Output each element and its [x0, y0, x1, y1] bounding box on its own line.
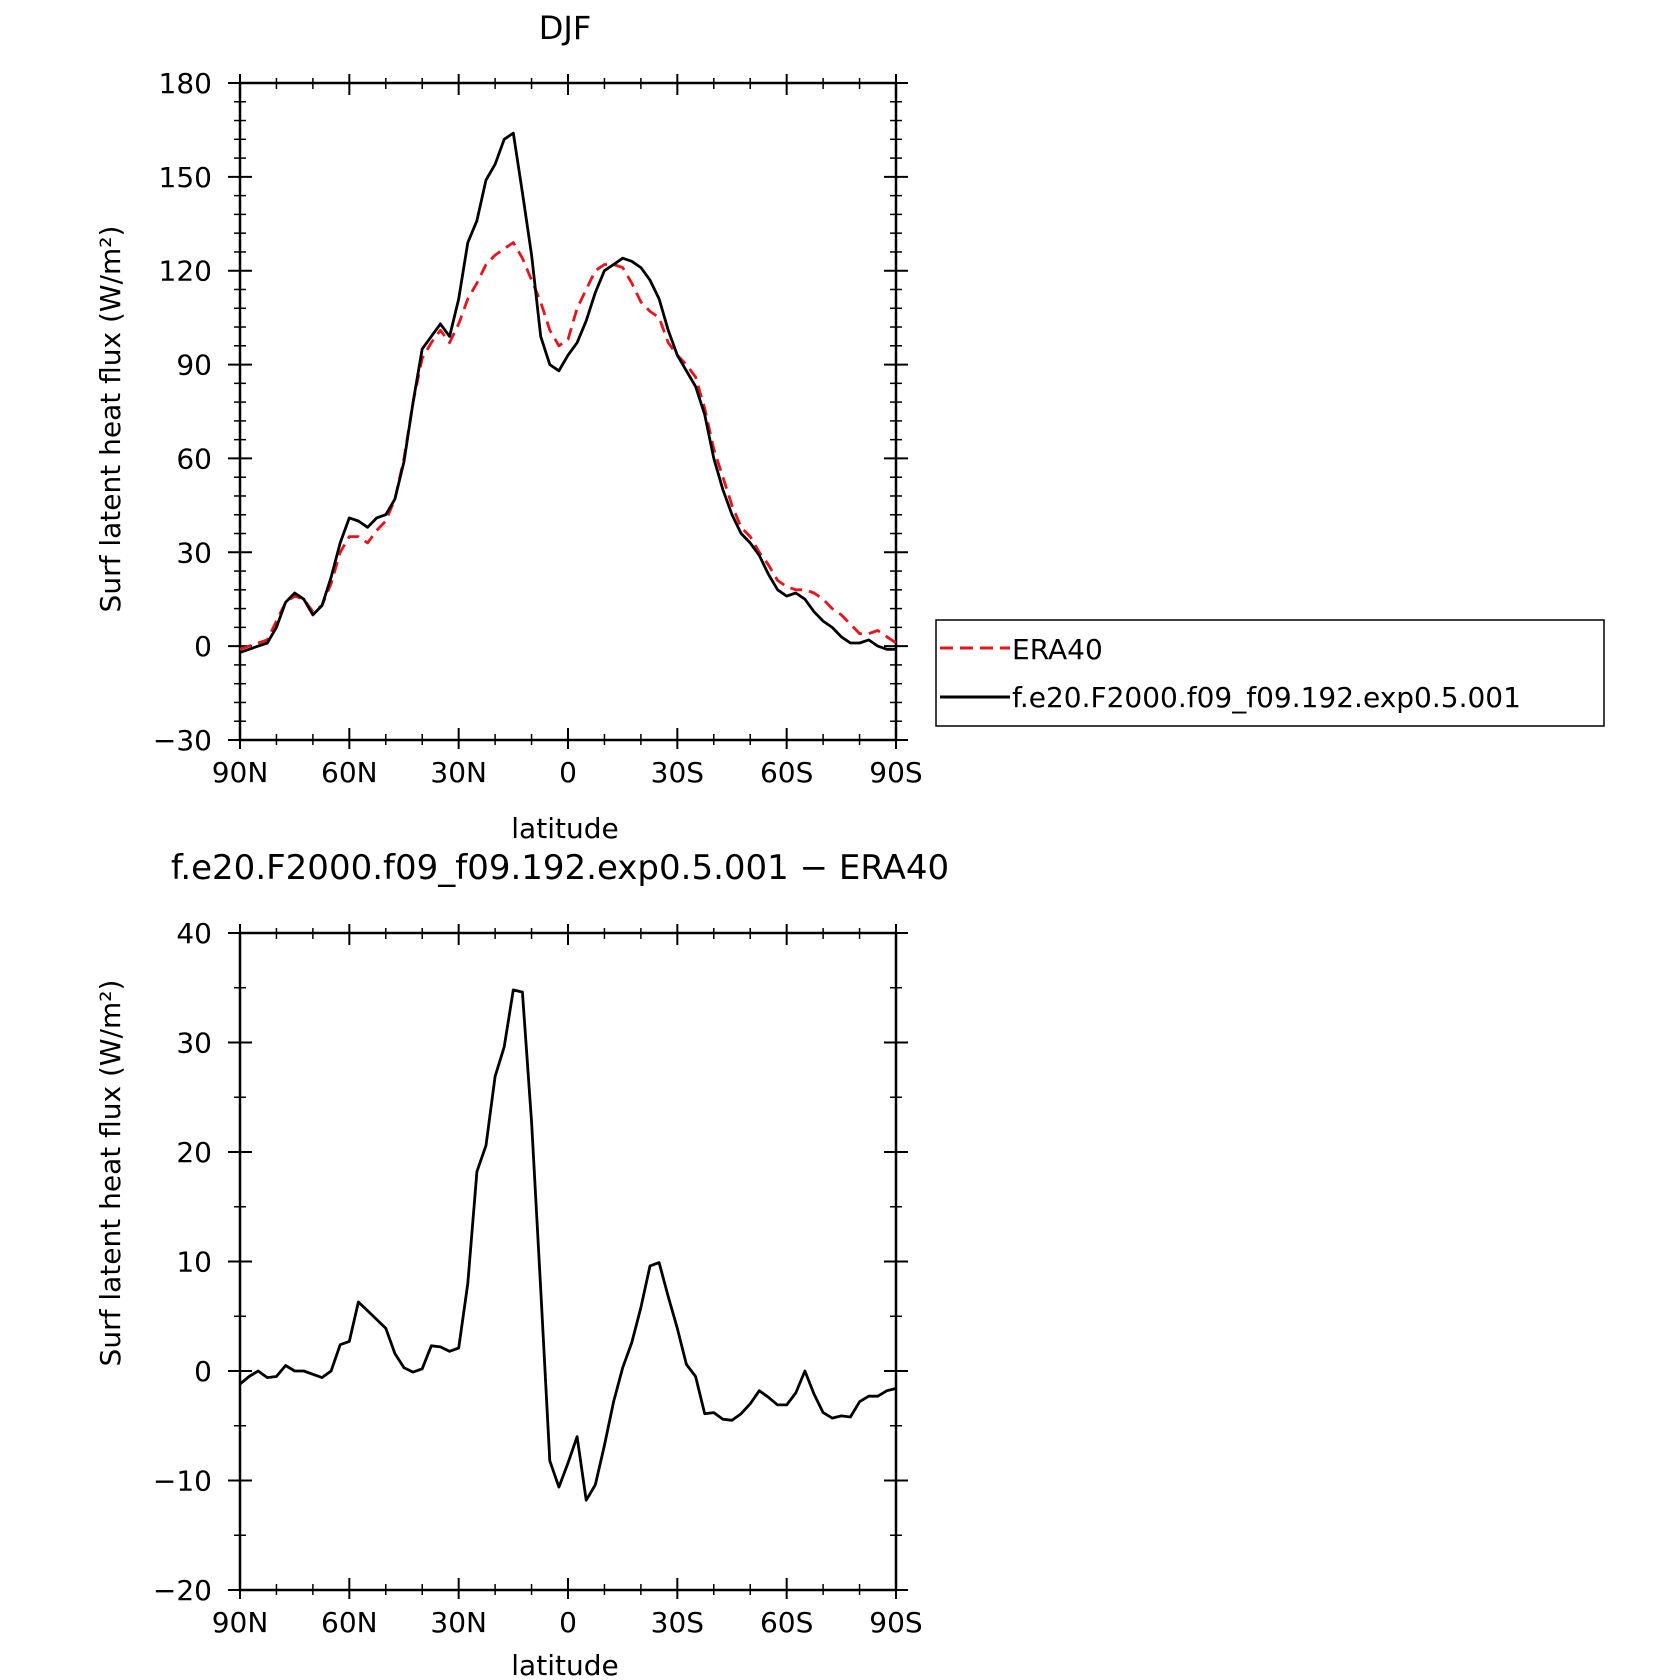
djf-y-tick-label: 0 — [194, 630, 212, 663]
djf-y-tick-label: −30 — [153, 724, 212, 757]
djf-series — [239, 131, 897, 654]
djf-plot-frame — [238, 81, 898, 742]
difference-plot-frame — [238, 931, 898, 1592]
difference-x-tick-label: 90N — [212, 1606, 269, 1639]
legend-box — [935, 619, 1605, 727]
djf-x-tick-label: 0 — [559, 756, 577, 789]
difference-y-tick-label: −10 — [153, 1465, 212, 1498]
djf-y-tick-label: 150 — [159, 161, 212, 194]
difference-axes: 90N 60N 30N 0 30S 60S 90S −20 −10 0 10 20 30 40 — [153, 917, 923, 1639]
djf-x-tick-label: 30S — [651, 756, 704, 789]
djf-x-axis-label: latitude — [511, 812, 618, 845]
djf-y-tick-label: 30 — [176, 536, 212, 569]
djf-series-line-1 — [239, 131, 896, 654]
djf-y-tick-label: 90 — [176, 349, 212, 382]
legend: ERA40 f.e20.F2000.f09_f09.192.exp0.5.001 — [935, 619, 1605, 727]
difference-series — [239, 988, 897, 1502]
djf-x-tick-label: 30N — [430, 756, 487, 789]
difference-x-tick-label: 60N — [321, 1606, 378, 1639]
djf-x-tick-label: 90S — [869, 756, 922, 789]
difference-title: f.e20.F2000.f09_f09.192.exp0.5.001 − ERA… — [171, 848, 949, 888]
legend-label-era40: ERA40 — [1012, 633, 1103, 666]
djf-y-tick-label: 180 — [159, 67, 212, 100]
legend-label-model: f.e20.F2000.f09_f09.192.exp0.5.001 — [1012, 681, 1521, 714]
difference-y-tick-label: 40 — [176, 917, 212, 950]
djf-y-tick-label: 60 — [176, 442, 212, 475]
difference-x-tick-label: 0 — [559, 1606, 577, 1639]
difference-x-tick-label: 60S — [760, 1606, 813, 1639]
difference-panel: f.e20.F2000.f09_f09.192.exp0.5.001 − ERA… — [94, 848, 949, 1680]
difference-x-tick-label: 30S — [651, 1606, 704, 1639]
djf-x-tick-label: 60S — [760, 756, 813, 789]
djf-axes: 90N 60N 30N 0 30S 60S 90S −30 0 30 60 90 120 150 180 — [153, 67, 923, 789]
difference-series-line-0 — [239, 988, 897, 1502]
djf-title: DJF — [539, 9, 591, 47]
djf-series-line-0 — [239, 241, 897, 651]
difference-y-tick-label: 0 — [194, 1355, 212, 1388]
difference-y-tick-label: 10 — [176, 1246, 212, 1279]
difference-y-tick-label: 30 — [176, 1027, 212, 1060]
djf-x-tick-label: 90N — [212, 756, 269, 789]
djf-y-axis-label: Surf latent heat flux (W/m²) — [94, 226, 127, 613]
djf-panel: DJF 90N 60N 30N 0 30S 60S 90S −30 0 30 60 90 120 150 1… — [94, 9, 923, 845]
difference-y-tick-label: 20 — [176, 1136, 212, 1169]
difference-y-tick-label: −20 — [153, 1574, 212, 1607]
difference-y-axis-label: Surf latent heat flux (W/m²) — [94, 980, 127, 1367]
djf-y-tick-label: 120 — [159, 255, 212, 288]
difference-x-axis-label: latitude — [511, 1649, 618, 1680]
difference-x-tick-label: 30N — [430, 1606, 487, 1639]
difference-x-tick-label: 90S — [869, 1606, 922, 1639]
djf-x-tick-label: 60N — [321, 756, 378, 789]
